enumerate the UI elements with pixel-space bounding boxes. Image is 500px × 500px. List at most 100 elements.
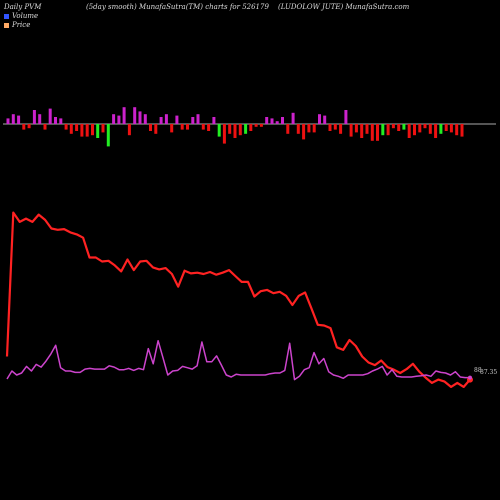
volume-bar xyxy=(117,115,121,124)
volume-bar xyxy=(402,124,406,130)
volume-bar xyxy=(22,124,26,130)
volume-bar xyxy=(186,124,189,130)
volume-bar xyxy=(6,118,10,124)
volume-bar xyxy=(381,124,385,136)
volume-bar xyxy=(434,124,438,138)
end-label-b: 87.35 xyxy=(480,369,498,376)
header-left: Daily PVM xyxy=(4,3,42,11)
volume-bar xyxy=(386,124,390,136)
volume-bar xyxy=(428,124,432,134)
volume-bar xyxy=(38,114,42,124)
volume-bar xyxy=(328,124,332,131)
volume-bar xyxy=(302,124,306,140)
volume-bar xyxy=(127,124,131,136)
volume-bar xyxy=(265,117,269,124)
legend-volume: Volume xyxy=(4,12,38,20)
volume-bar xyxy=(238,124,242,136)
volume-bar xyxy=(43,124,47,130)
volume-bar xyxy=(91,124,94,136)
volume-bar xyxy=(201,124,205,130)
volume-bar xyxy=(11,114,15,124)
volume-bar xyxy=(407,124,411,138)
volume-bar xyxy=(112,114,116,124)
volume-bar xyxy=(191,117,195,124)
volume-bar xyxy=(159,117,163,124)
volume-bar xyxy=(54,117,57,124)
volume-bar xyxy=(75,124,79,131)
volume-bar xyxy=(122,107,126,124)
volume-bar xyxy=(365,124,369,134)
volume-bar xyxy=(460,124,464,137)
volume-bar xyxy=(254,124,258,127)
pvm-end-marker xyxy=(468,375,472,380)
volume-bar xyxy=(96,124,100,138)
legend-price-swatch xyxy=(4,22,9,28)
volume-bar xyxy=(48,108,52,124)
volume-bar xyxy=(32,110,36,124)
volume-bar xyxy=(418,124,422,133)
pvm-line xyxy=(6,339,470,381)
volume-bar xyxy=(286,124,290,134)
volume-bar xyxy=(106,124,110,147)
legend-price: Price xyxy=(4,21,30,29)
volume-bar xyxy=(85,124,89,137)
volume-bar xyxy=(444,124,448,131)
legend-volume-swatch xyxy=(4,13,9,19)
volume-bar xyxy=(101,124,105,133)
volume-bar xyxy=(217,124,221,137)
volume-bar xyxy=(423,124,427,129)
volume-bar xyxy=(207,124,211,131)
volume-bar xyxy=(360,124,364,138)
volume-bar xyxy=(143,114,147,124)
volume-bar xyxy=(180,124,184,130)
volume-bar xyxy=(64,124,68,130)
volume-bar xyxy=(397,124,401,131)
volume-bar xyxy=(80,124,84,137)
volume-bars xyxy=(6,107,464,147)
volume-bar xyxy=(307,124,311,133)
legend-price-label: Price xyxy=(12,21,31,29)
volume-bar xyxy=(138,111,142,124)
volume-bar xyxy=(69,124,73,134)
volume-bar xyxy=(233,124,237,138)
volume-bar xyxy=(349,124,353,137)
volume-bar xyxy=(17,115,21,124)
volume-bar xyxy=(275,121,279,124)
volume-bar xyxy=(449,124,453,133)
volume-bar xyxy=(175,115,179,124)
volume-bar xyxy=(376,124,379,141)
volume-bar xyxy=(333,124,337,130)
volume-bar xyxy=(228,124,232,134)
volume-bar xyxy=(59,118,63,124)
volume-bar xyxy=(222,124,226,144)
volume-bar xyxy=(354,124,358,133)
volume-bar xyxy=(370,124,374,141)
volume-bar xyxy=(413,124,416,136)
volume-bar xyxy=(154,124,158,134)
volume-bar xyxy=(323,115,327,124)
header-right: (LUDOLOW JUTE) MunafaSutra.com xyxy=(278,3,410,11)
volume-bar xyxy=(249,124,253,131)
volume-bar xyxy=(149,124,152,131)
volume-bar xyxy=(296,124,300,134)
volume-bar xyxy=(133,107,137,124)
volume-bar xyxy=(244,124,248,134)
volume-bar xyxy=(196,114,200,124)
volume-bar xyxy=(170,124,174,133)
volume-bar xyxy=(291,112,295,124)
volume-bar xyxy=(391,124,395,129)
volume-bar xyxy=(281,117,284,124)
volume-bar xyxy=(455,124,459,136)
header-middle: (5day smooth) MunafaSutra(TM) charts for… xyxy=(86,3,269,11)
volume-bar xyxy=(339,124,343,134)
price-line xyxy=(5,211,471,388)
legend-volume-label: Volume xyxy=(12,12,39,20)
volume-bar xyxy=(312,124,316,133)
end-label-a: 88 xyxy=(474,367,482,374)
volume-bar xyxy=(164,114,168,124)
volume-bar xyxy=(259,124,263,127)
volume-bar xyxy=(318,114,321,124)
volume-bar xyxy=(270,118,274,124)
volume-bar xyxy=(212,117,216,124)
